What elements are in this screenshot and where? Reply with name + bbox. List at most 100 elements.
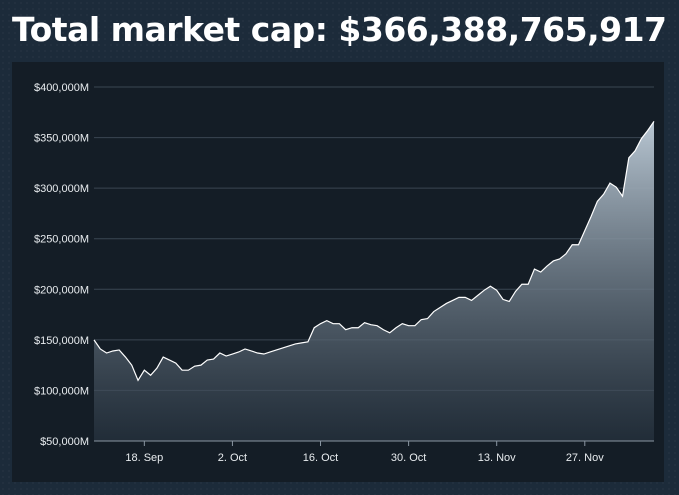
data-point [206, 358, 209, 361]
data-point [640, 137, 643, 140]
area-fill [94, 121, 654, 441]
data-point [269, 350, 272, 353]
y-tick-label: $150,000M [34, 335, 89, 347]
data-point [105, 351, 108, 354]
data-point [218, 351, 221, 354]
y-tick-label: $50,000M [40, 436, 89, 448]
data-point [495, 289, 498, 292]
data-point [407, 324, 410, 327]
data-point [143, 369, 146, 372]
data-point [281, 346, 284, 349]
data-point [332, 322, 335, 325]
data-point [420, 318, 423, 321]
x-tick-label: 16. Oct [303, 452, 338, 464]
data-point [445, 302, 448, 305]
data-point [313, 326, 316, 329]
data-point [162, 355, 165, 358]
data-point [489, 285, 492, 288]
data-point [520, 283, 523, 286]
data-point [111, 349, 114, 352]
data-point [564, 252, 567, 255]
y-tick-label: $250,000M [34, 234, 89, 246]
data-point [527, 283, 530, 286]
data-point [174, 362, 177, 365]
data-point [432, 310, 435, 313]
x-tick-label: 27. Nov [566, 452, 604, 464]
data-point [212, 357, 215, 360]
x-tick-label: 30. Oct [391, 452, 426, 464]
data-point [646, 129, 649, 132]
data-point [275, 348, 278, 351]
data-point [363, 321, 366, 324]
data-point [350, 326, 353, 329]
data-point [571, 243, 574, 246]
x-tick-label: 2. Oct [218, 452, 247, 464]
data-point [476, 294, 479, 297]
data-point [583, 229, 586, 232]
data-point [199, 364, 202, 367]
data-point [577, 243, 580, 246]
data-point [187, 369, 190, 372]
data-point [225, 354, 228, 357]
y-tick-label: $200,000M [34, 284, 89, 296]
x-axis: 18. Sep 2. Oct 16. Oct 30. Oct 13. Nov 27. No… [94, 440, 654, 464]
data-point [533, 267, 536, 270]
data-point [344, 328, 347, 331]
data-point [243, 347, 246, 350]
data-point [451, 299, 454, 302]
data-point [294, 342, 297, 345]
data-point [608, 181, 611, 184]
data-point [413, 324, 416, 327]
data-point [552, 259, 555, 262]
data-point [394, 326, 397, 329]
page-title: Total market cap: $366,388,765,917 [12, 10, 667, 49]
data-point [92, 338, 95, 341]
data-point [545, 264, 548, 267]
data-point [149, 374, 152, 377]
data-point [615, 186, 618, 189]
data-point [514, 290, 517, 293]
data-point [256, 351, 259, 354]
plot-area [92, 121, 655, 441]
y-tick-label: $300,000M [34, 183, 89, 195]
chart-panel: $50,000M $100,000M $150,000M $200,000M $250,… [12, 62, 664, 482]
y-axis: $50,000M $100,000M $150,000M $200,000M $250,… [34, 82, 89, 448]
y-tick-label: $350,000M [34, 133, 89, 145]
data-point [589, 215, 592, 218]
data-point [508, 300, 511, 303]
data-point [382, 328, 385, 331]
data-point [99, 347, 102, 350]
data-point [634, 149, 637, 152]
data-point [596, 200, 599, 203]
data-point [602, 193, 605, 196]
data-point [357, 326, 360, 329]
data-point [369, 323, 372, 326]
data-point [470, 299, 473, 302]
data-point [237, 350, 240, 353]
data-point [250, 349, 253, 352]
y-tick-label: $100,000M [34, 385, 89, 397]
data-point [558, 257, 561, 260]
data-point [627, 156, 630, 159]
data-point [231, 352, 234, 355]
series-line [93, 121, 655, 382]
data-point [168, 358, 171, 361]
data-point [457, 296, 460, 299]
data-point [118, 348, 121, 351]
data-point [130, 364, 133, 367]
data-point [319, 322, 322, 325]
x-tick-label: 13. Nov [478, 452, 516, 464]
x-tick-label: 18. Sep [125, 452, 163, 464]
data-point [438, 306, 441, 309]
data-point [621, 195, 624, 198]
data-point [539, 270, 542, 273]
y-tick-label: $400,000M [34, 82, 89, 94]
data-point [306, 340, 309, 343]
data-point [401, 322, 404, 325]
data-point [338, 322, 341, 325]
data-point [287, 344, 290, 347]
data-point [464, 296, 467, 299]
data-point [136, 379, 139, 382]
data-point [325, 319, 328, 322]
data-point [262, 352, 265, 355]
